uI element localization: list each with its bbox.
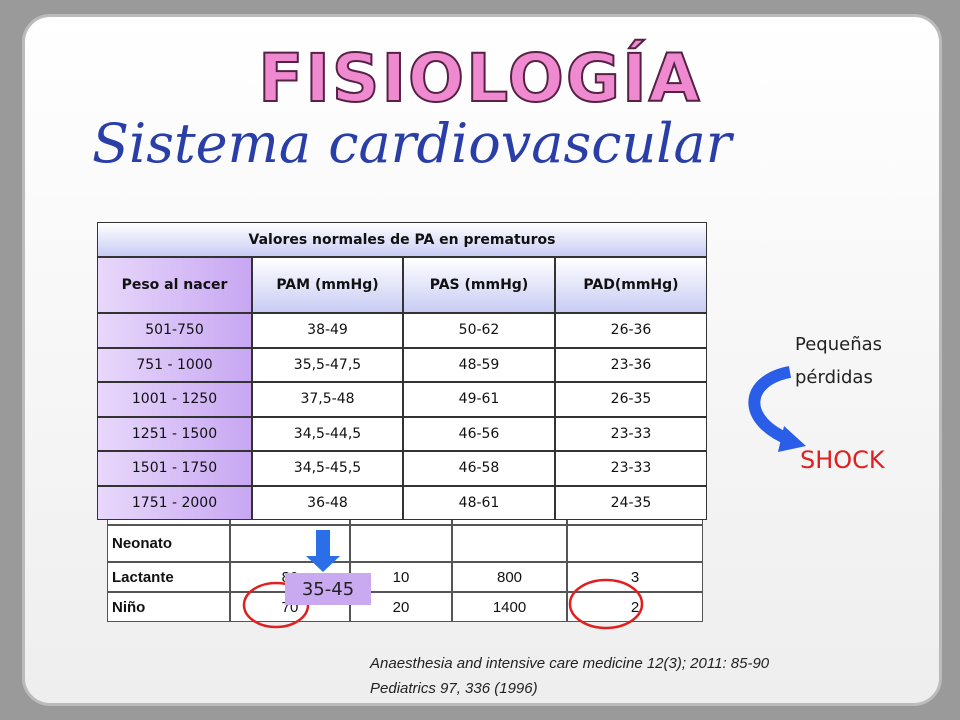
table-cell: 48-61 [403,485,555,520]
column-header: PAS (mmHg) [403,257,555,313]
column-header: Peso al nacer [97,257,252,313]
table-cell: 26-36 [555,313,707,348]
table-cell: 49-61 [403,382,555,417]
highlight-circle [568,578,644,630]
row-label: Neonato [107,525,230,562]
column-header: PAM (mmHg) [252,257,403,313]
arrow-shaft [316,530,330,556]
table-cell: 23-33 [555,451,707,486]
row-label: 1001 - 1250 [97,382,252,417]
table-cell [452,525,567,562]
row-label: 1251 - 1500 [97,416,252,451]
table-cell [567,525,703,562]
result-text: SHOCK [800,446,885,474]
table-cell: 46-56 [403,416,555,451]
table-cell [350,525,452,562]
row-label: 501-750 [97,313,252,348]
curved-arrow [748,366,793,446]
row-label: Lactante [107,562,230,592]
table-cell: 20 [350,592,452,622]
annotation: 35-45 [285,573,371,605]
table-cell: 24-35 [555,485,707,520]
subtitle: Sistema cardiovascular [92,112,732,175]
row-label: Niño [107,592,230,622]
table-cell: 48-59 [403,347,555,382]
table-cell: 1400 [452,592,567,622]
row-label: 1501 - 1750 [97,451,252,486]
column-header: PAD(mmHg) [555,257,707,313]
table-cell: 34,5-44,5 [252,416,403,451]
table-cell: 36-48 [252,485,403,520]
table-cell: 3 [567,562,703,592]
reference: Pediatrics 97, 336 (1996) [370,680,538,697]
highlight-circle [242,581,310,629]
table-cell: 34,5-45,5 [252,451,403,486]
table-cell: 38-49 [252,313,403,348]
reference: Anaesthesia and intensive care medicine … [370,655,770,672]
row-label: 1751 - 2000 [97,485,252,520]
side-text: pérdidas [795,367,873,388]
table-cell: 50-62 [403,313,555,348]
table-cell: 35,5-47,5 [252,347,403,382]
curved-arrow-head [778,426,806,452]
row-label: 751 - 1000 [97,347,252,382]
table-cell: 23-36 [555,347,707,382]
table-cell: 23-33 [555,416,707,451]
table-cell: 46-58 [403,451,555,486]
side-text: Pequeñas [795,334,883,355]
table-caption: Valores normales de PA en prematuros [97,222,707,257]
title: FISIOLOGÍA [257,39,702,118]
arrow-head [306,556,340,572]
table-cell: 26-35 [555,382,707,417]
table-cell: 800 [452,562,567,592]
table-cell: 37,5-48 [252,382,403,417]
